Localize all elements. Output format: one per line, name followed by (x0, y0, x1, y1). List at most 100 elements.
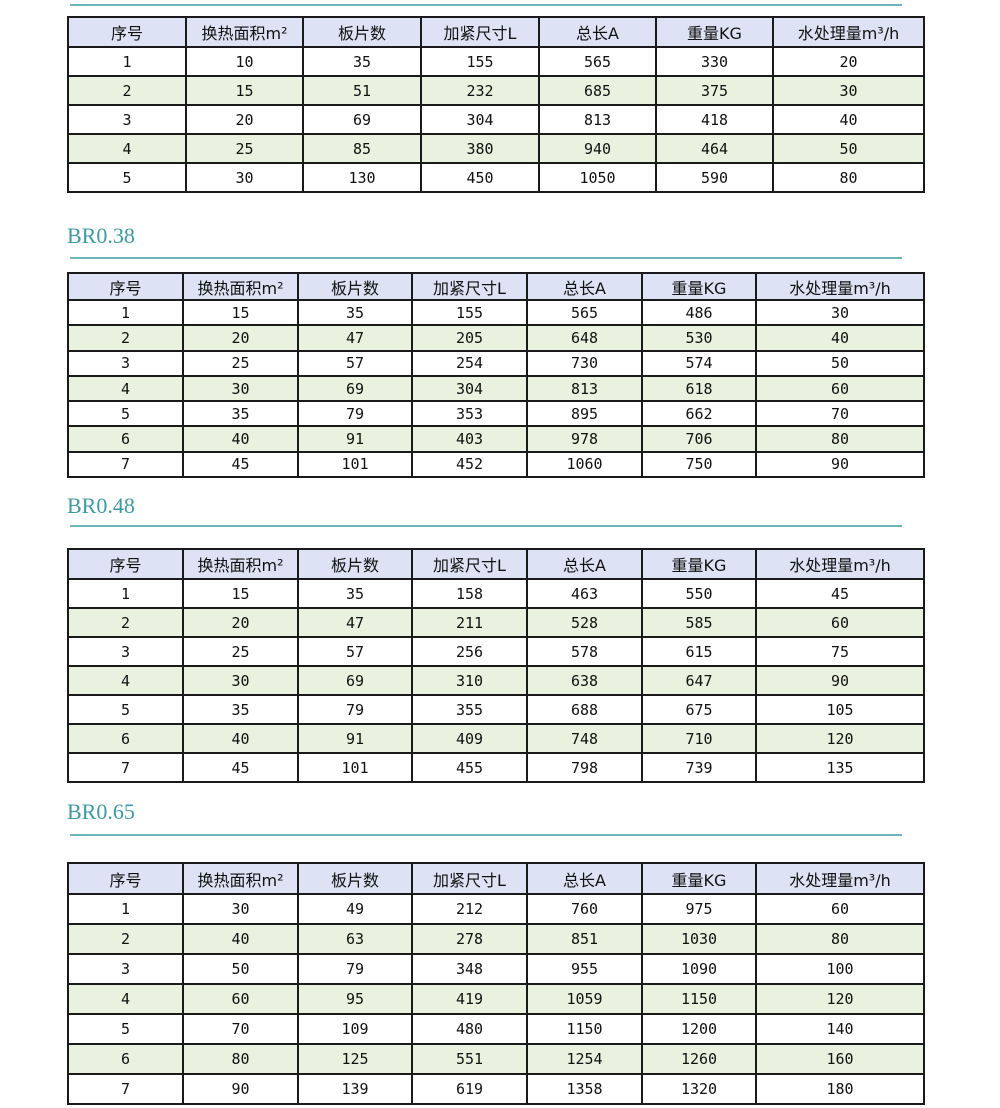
table-cell: 419 (411, 983, 528, 1015)
table-cell: 710 (641, 723, 757, 754)
table-cell: 91 (297, 425, 413, 453)
table-cell: 619 (411, 1073, 528, 1105)
table-row: 5 35 79 353 895 662 70 (67, 400, 925, 428)
table-cell: 675 (641, 694, 757, 725)
table-row: 7 45 101 455 798 739 135 (67, 752, 925, 783)
column-header: 重量KG (655, 16, 774, 48)
column-header: 序号 (67, 862, 184, 895)
table-cell: 1060 (526, 450, 643, 479)
table-cell: 375 (655, 75, 774, 106)
table-cell: 109 (297, 1013, 413, 1045)
table-cell: 1320 (641, 1073, 757, 1105)
table-cell: 25 (182, 349, 299, 377)
column-header: 水处理量m³/h (755, 548, 925, 580)
table-cell: 75 (755, 636, 925, 667)
table-cell: 1 (67, 46, 187, 77)
table-cell: 80 (772, 162, 925, 193)
table-cell: 180 (755, 1073, 925, 1105)
column-header: 总长A (526, 272, 643, 301)
column-header: 水处理量m³/h (755, 272, 925, 301)
table-cell: 47 (297, 324, 413, 352)
table-cell: 70 (182, 1013, 299, 1045)
column-header: 换热面积m² (185, 16, 304, 48)
table-row: 1 15 35 158 463 550 45 (67, 578, 925, 609)
table-cell: 155 (411, 298, 528, 327)
table-cell: 2 (67, 923, 184, 955)
column-header: 板片数 (297, 548, 413, 580)
table-cell: 798 (526, 752, 643, 783)
table-cell: 760 (526, 893, 643, 925)
table-row: 7 45 101 452 1060 750 90 (67, 450, 925, 479)
table-cell: 1059 (526, 983, 643, 1015)
table-cell: 211 (411, 607, 528, 638)
column-header: 重量KG (641, 272, 757, 301)
table-cell: 85 (302, 133, 422, 164)
table-cell: 706 (641, 425, 757, 453)
table-cell: 30 (182, 893, 299, 925)
table-cell: 30 (182, 665, 299, 696)
table-row: 4 30 69 310 638 647 90 (67, 665, 925, 696)
table-cell: 135 (755, 752, 925, 783)
table-cell: 565 (526, 298, 643, 327)
column-header: 板片数 (297, 862, 413, 895)
table-cell: 125 (297, 1043, 413, 1075)
table-cell: 3 (67, 636, 184, 667)
table-cell: 455 (411, 752, 528, 783)
table-cell: 45 (182, 752, 299, 783)
table-cell: 69 (302, 104, 422, 135)
table-cell: 6 (67, 723, 184, 754)
table-header-row: 序号 换热面积m² 板片数 加紧尺寸L 总长A 重量KG 水处理量m³/h (67, 862, 925, 895)
table-cell: 530 (641, 324, 757, 352)
table-cell: 748 (526, 723, 643, 754)
table-cell: 60 (182, 983, 299, 1015)
table-cell: 30 (182, 374, 299, 403)
table-cell: 80 (755, 425, 925, 453)
table-cell: 256 (411, 636, 528, 667)
table-cell: 1150 (641, 983, 757, 1015)
table-cell: 101 (297, 450, 413, 479)
table-cell: 57 (297, 636, 413, 667)
table-cell: 80 (755, 923, 925, 955)
table-cell: 25 (185, 133, 304, 164)
table-cell: 1200 (641, 1013, 757, 1045)
table-cell: 409 (411, 723, 528, 754)
column-header: 总长A (526, 548, 643, 580)
table-cell: 6 (67, 425, 184, 453)
table-cell: 79 (297, 694, 413, 725)
table-cell: 550 (641, 578, 757, 609)
table-cell: 452 (411, 450, 528, 479)
table-cell: 1 (67, 578, 184, 609)
table-cell: 130 (302, 162, 422, 193)
table-cell: 30 (772, 75, 925, 106)
table-cell: 40 (755, 324, 925, 352)
section-divider (70, 257, 902, 259)
table-cell: 1260 (641, 1043, 757, 1075)
table-cell: 730 (526, 349, 643, 377)
table-cell: 480 (411, 1013, 528, 1045)
table-cell: 254 (411, 349, 528, 377)
table-cell: 7 (67, 752, 184, 783)
table-header-row: 序号 换热面积m² 板片数 加紧尺寸L 总长A 重量KG 水处理量m³/h (67, 272, 925, 301)
table-cell: 955 (526, 953, 643, 985)
table-cell: 1 (67, 298, 184, 327)
table-cell: 15 (182, 298, 299, 327)
table-cell: 69 (297, 665, 413, 696)
column-header: 加紧尺寸L (411, 862, 528, 895)
table-cell: 1254 (526, 1043, 643, 1075)
table-cell: 35 (297, 298, 413, 327)
section-title: BR0.65 (67, 799, 135, 824)
table-cell: 975 (641, 893, 757, 925)
table-cell: 20 (185, 104, 304, 135)
table-cell: 20 (182, 324, 299, 352)
section-divider (70, 4, 902, 6)
column-header: 加紧尺寸L (411, 548, 528, 580)
table-cell: 618 (641, 374, 757, 403)
table-cell: 120 (755, 723, 925, 754)
column-header: 序号 (67, 272, 184, 301)
table-cell: 450 (420, 162, 540, 193)
column-header: 重量KG (641, 862, 757, 895)
table-row: 6 40 91 403 978 706 80 (67, 425, 925, 453)
table-cell: 4 (67, 983, 184, 1015)
spec-table: 序号 换热面积m² 板片数 加紧尺寸L 总长A 重量KG 水处理量m³/h 1 10 35 155 5… (67, 16, 925, 193)
table-cell: 1030 (641, 923, 757, 955)
